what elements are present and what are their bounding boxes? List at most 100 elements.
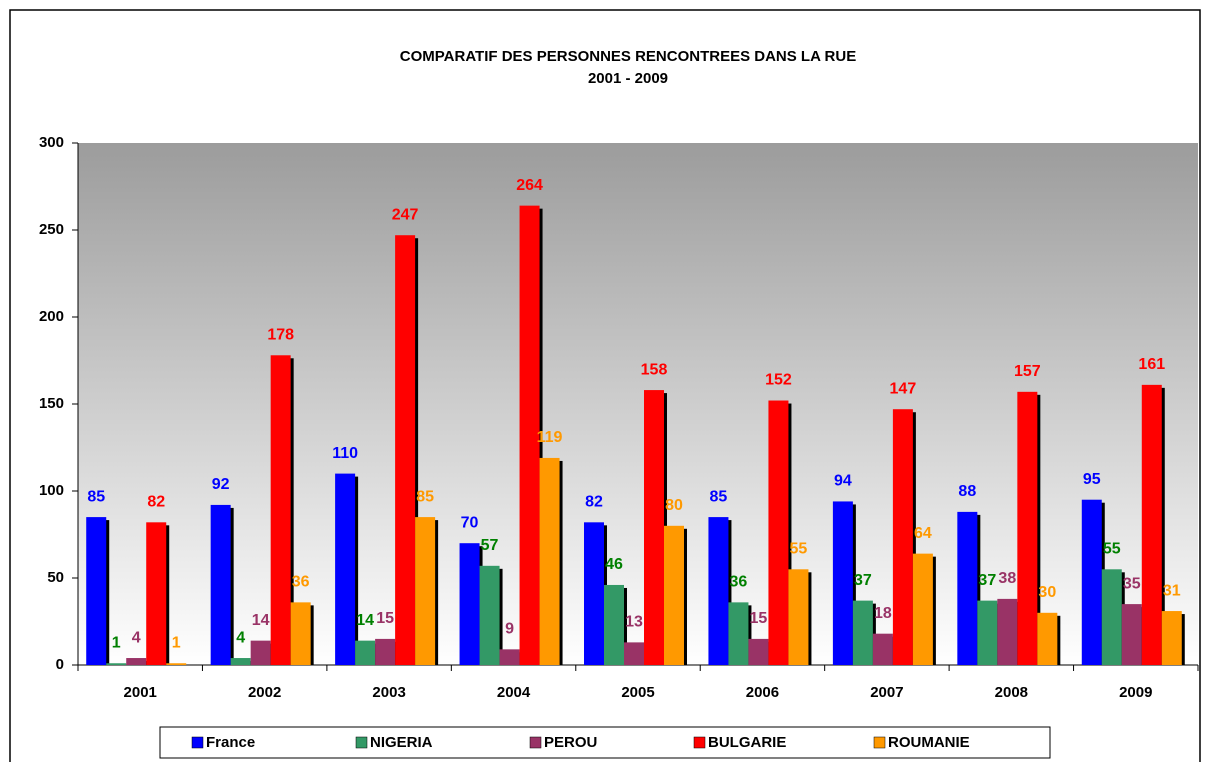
data-label: 4 <box>236 629 245 646</box>
data-label: 15 <box>376 610 394 627</box>
bar <box>957 511 978 665</box>
x-tick-label: 2001 <box>124 684 157 701</box>
data-label: 264 <box>516 177 543 194</box>
legend-swatch <box>529 736 542 749</box>
bar <box>355 640 376 665</box>
bar <box>977 600 998 665</box>
y-tick-label: 50 <box>47 569 64 586</box>
bar <box>997 598 1018 665</box>
legend-swatch <box>873 736 886 749</box>
data-label: 1 <box>112 634 121 651</box>
bar <box>1141 384 1162 665</box>
data-label: 30 <box>1038 584 1056 601</box>
data-label: 82 <box>585 494 603 511</box>
data-label: 110 <box>332 445 358 462</box>
data-label: 37 <box>978 572 996 589</box>
bar <box>644 390 664 665</box>
bar <box>624 642 644 665</box>
data-label: 18 <box>874 605 892 622</box>
chart-border <box>9 9 1201 762</box>
data-label: 55 <box>790 541 808 558</box>
bar <box>708 517 729 665</box>
plot-area <box>78 143 1198 665</box>
bar <box>86 517 107 665</box>
y-tick-label: 250 <box>39 221 64 238</box>
data-label: 161 <box>1138 356 1165 373</box>
data-label: 31 <box>1163 582 1181 599</box>
data-label: 46 <box>605 556 623 573</box>
bar <box>415 517 436 665</box>
y-tick-label: 200 <box>39 308 64 325</box>
bar <box>146 522 167 665</box>
data-label: 85 <box>87 488 105 505</box>
data-label: 4 <box>132 629 141 646</box>
bar <box>375 638 396 665</box>
y-tick-label: 300 <box>39 134 64 151</box>
data-label: 85 <box>710 488 728 505</box>
bar <box>166 663 187 665</box>
bar <box>290 602 311 665</box>
data-label: 36 <box>730 574 748 591</box>
bar <box>1037 612 1058 665</box>
data-label: 15 <box>750 610 768 627</box>
bar <box>106 663 127 665</box>
data-label: 70 <box>461 514 479 531</box>
bar <box>230 658 251 665</box>
bar <box>335 473 356 665</box>
legend-label: France <box>206 734 255 751</box>
data-label: 147 <box>890 380 917 397</box>
data-label: 92 <box>212 476 230 493</box>
data-label: 35 <box>1123 575 1141 592</box>
bar <box>892 409 913 665</box>
bar <box>210 504 231 665</box>
x-tick-label: 2006 <box>746 684 779 701</box>
bar <box>748 638 769 665</box>
data-label: 80 <box>665 497 683 514</box>
data-label: 95 <box>1083 471 1101 488</box>
data-label: 157 <box>1014 363 1041 380</box>
legend-label: BULGARIE <box>708 734 786 751</box>
legend-swatch <box>355 736 368 749</box>
bar <box>250 640 271 665</box>
data-label: 64 <box>914 525 932 542</box>
data-label: 85 <box>416 488 434 505</box>
legend-label: PEROU <box>544 734 597 751</box>
bar <box>539 457 560 665</box>
legend <box>159 726 1051 759</box>
data-label: 94 <box>834 473 852 490</box>
bar <box>768 400 789 665</box>
data-label: 14 <box>252 612 270 629</box>
data-label: 55 <box>1103 541 1121 558</box>
bar <box>459 543 480 665</box>
data-label: 247 <box>392 206 419 223</box>
bar <box>519 205 540 665</box>
legend-swatch <box>693 736 706 749</box>
data-label: 13 <box>625 614 643 631</box>
data-label: 88 <box>958 483 976 500</box>
bar <box>126 658 147 665</box>
x-tick-label: 2008 <box>995 684 1028 701</box>
data-label: 82 <box>147 494 165 511</box>
bar <box>1081 499 1102 665</box>
bar <box>270 355 291 665</box>
bar <box>1121 604 1142 665</box>
x-tick-label: 2007 <box>870 684 903 701</box>
legend-label: ROUMANIE <box>888 734 970 751</box>
bar <box>1101 569 1122 665</box>
bar <box>1017 391 1038 665</box>
bar <box>604 584 624 665</box>
data-label: 36 <box>292 574 310 591</box>
bar <box>1161 611 1182 665</box>
y-tick-label: 100 <box>39 482 64 499</box>
bar <box>584 522 604 665</box>
chart-title: COMPARATIF DES PERSONNES RENCONTREES DAN… <box>400 48 856 65</box>
bar <box>852 600 873 665</box>
data-label: 38 <box>998 570 1016 587</box>
bar <box>479 565 500 665</box>
data-label: 14 <box>356 612 374 629</box>
bar <box>664 525 684 665</box>
x-tick-label: 2004 <box>497 684 531 701</box>
bar <box>912 553 933 665</box>
data-label: 1 <box>172 634 181 651</box>
bar <box>395 235 416 665</box>
